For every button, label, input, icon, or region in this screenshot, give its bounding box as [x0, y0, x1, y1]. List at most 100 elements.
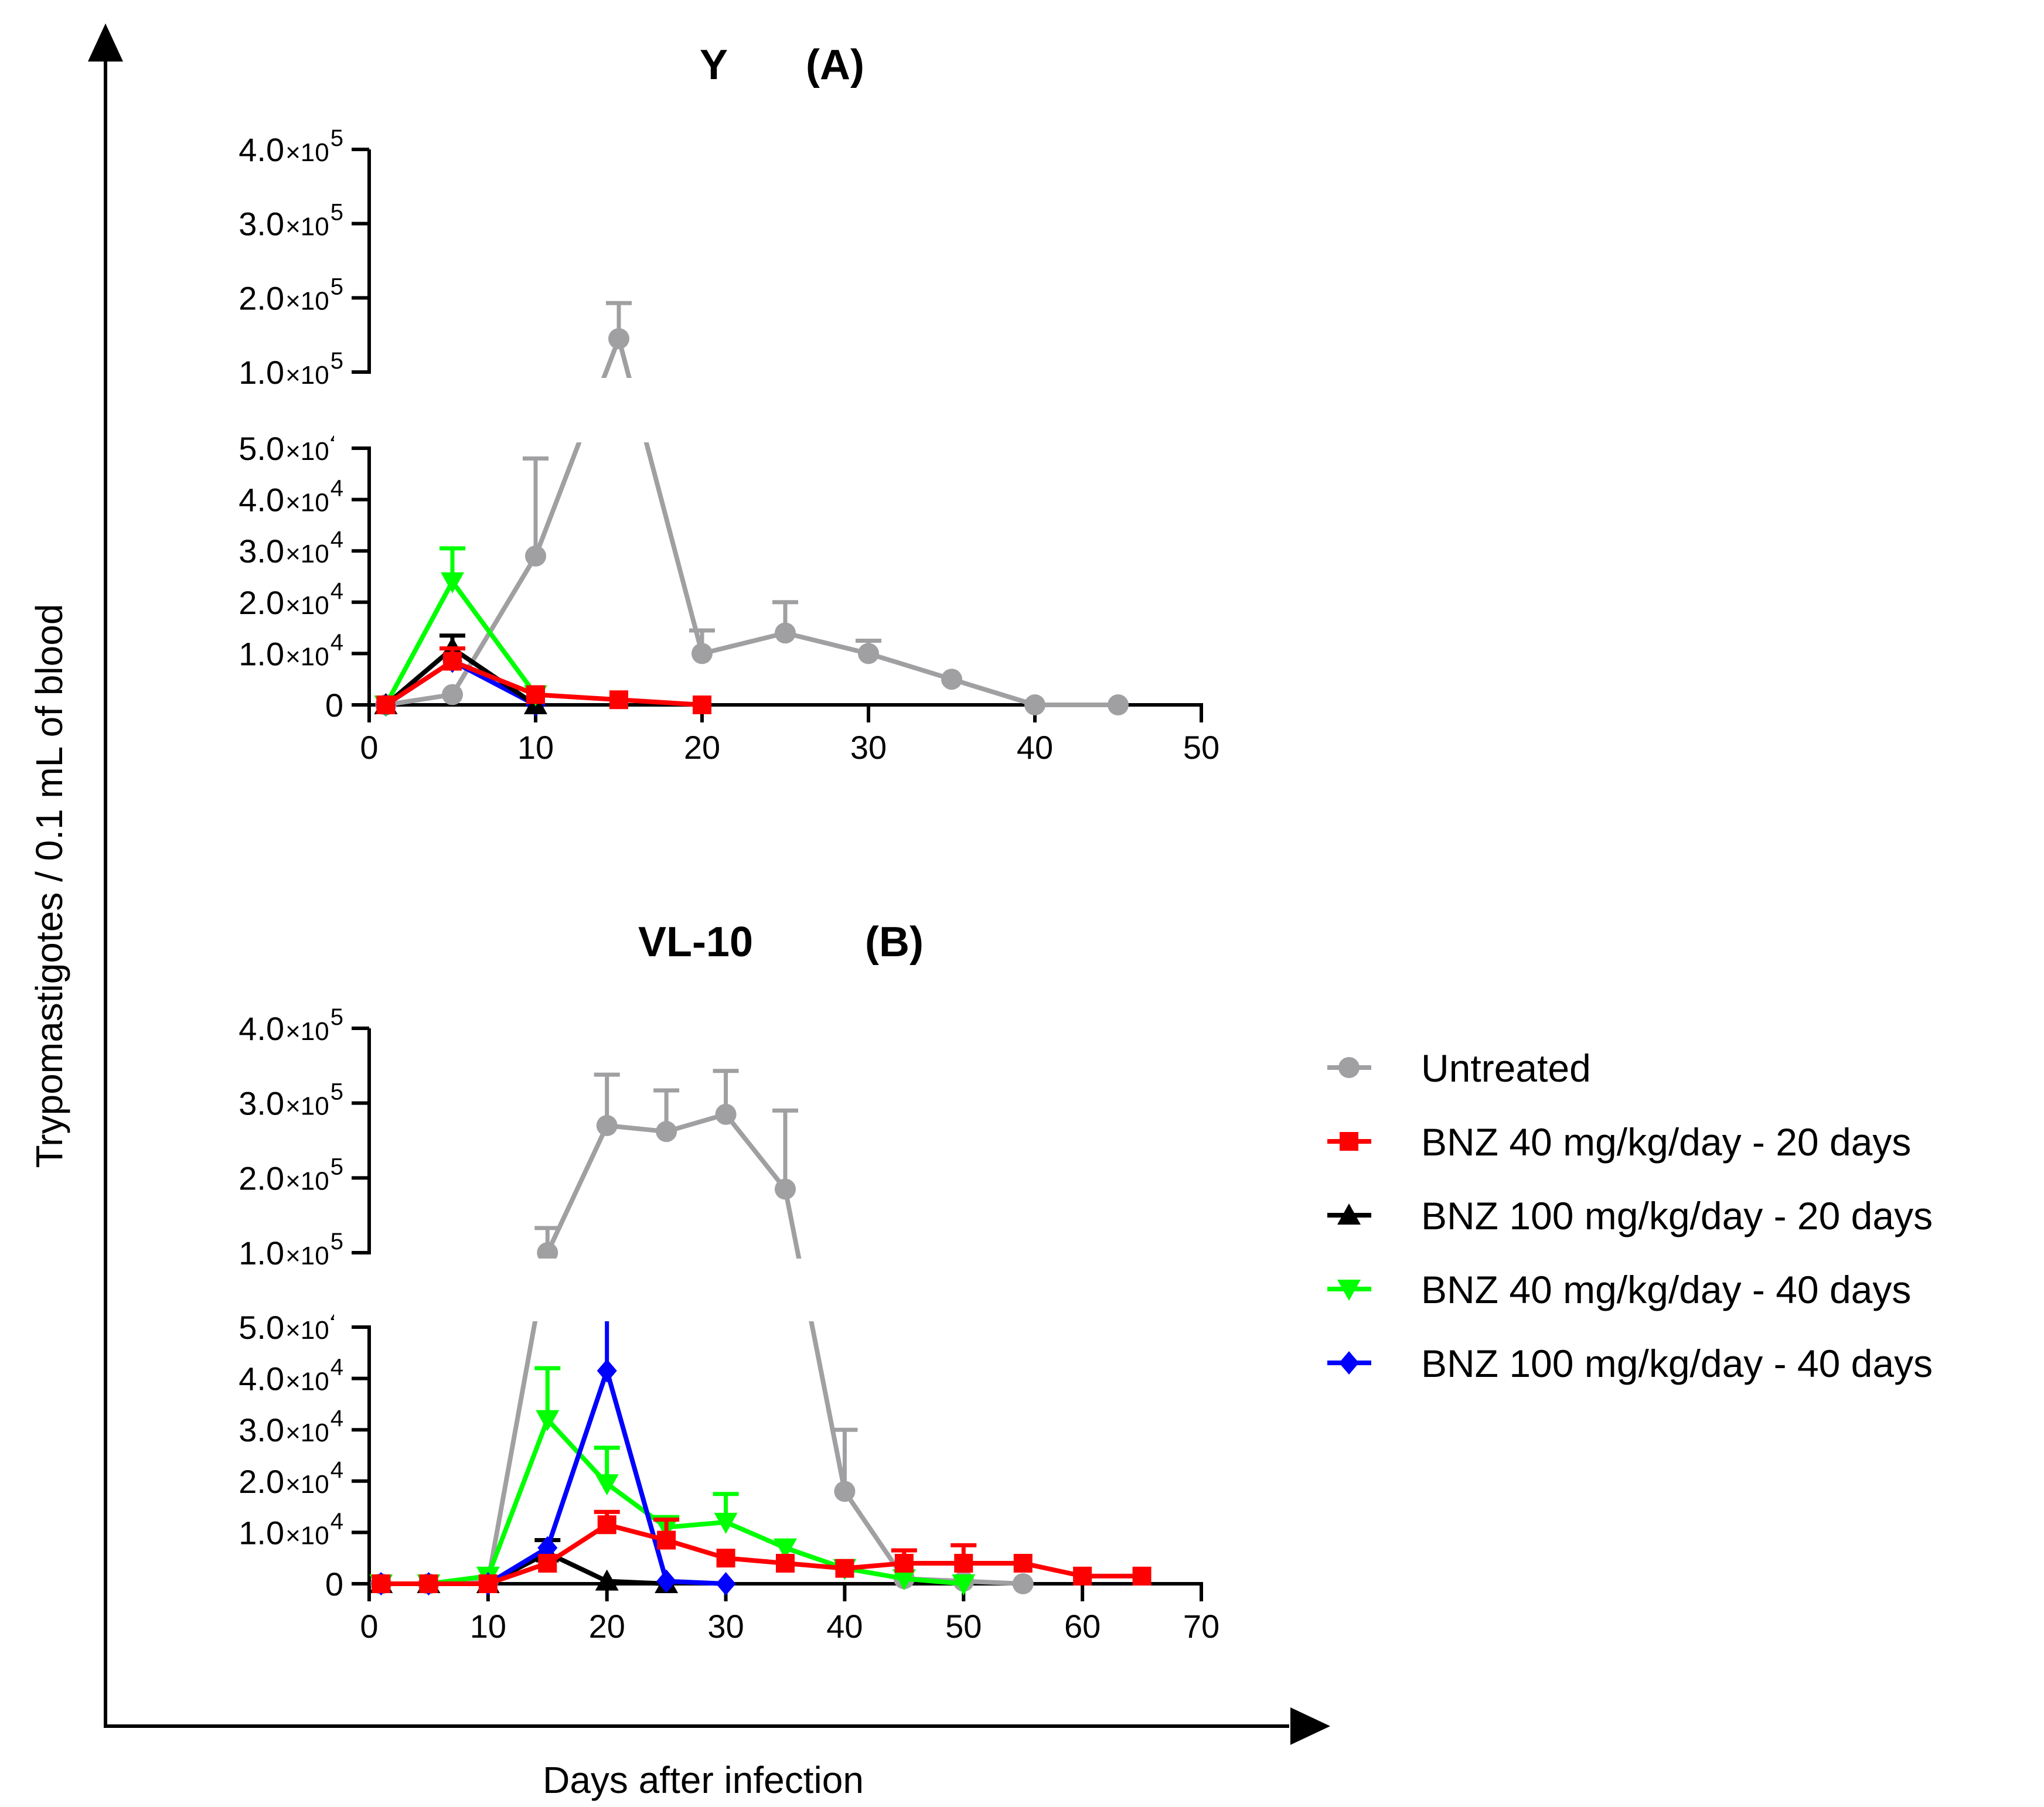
legend-label: BNZ 40 mg/kg/day - 20 days — [1421, 1120, 1911, 1164]
panel-b-series-3 — [371, 1278, 736, 1595]
panel-b-data-point — [538, 1553, 557, 1573]
panel-a-y-tick-label: 5.0×104 — [239, 424, 343, 467]
panel-a: Y (A) 0 10 20 30 40 50 0 1.0×104 2.0×104 3.0×104 4… — [239, 42, 1219, 766]
legend-item: Untreated — [1327, 1046, 1591, 1090]
panel-a-data-point — [775, 622, 796, 644]
panel-a-y-tick-label: 3.0×104 — [239, 527, 343, 570]
panel-a-data-point — [608, 328, 629, 349]
panel-a-title-strain: Y — [700, 42, 728, 88]
panel-b-data-point — [774, 1538, 797, 1560]
panel-a-data-point — [1024, 694, 1045, 715]
panel-b-y-tick-label: 1.0×105 — [239, 1229, 343, 1271]
panel-b-data-point — [595, 1474, 619, 1496]
panel-b-y-tick-label: 3.0×105 — [239, 1079, 343, 1122]
panel-a-y-tick-label: 4.0×104 — [239, 476, 343, 519]
panel-b-y-tick-label: 2.0×105 — [239, 1154, 343, 1196]
panel-b-data-point — [1132, 1566, 1152, 1586]
panel-b-data-point — [1012, 1573, 1034, 1594]
legend-label: BNZ 100 mg/kg/day - 20 days — [1421, 1194, 1933, 1237]
panel-b-y-tick-label: 4.0×104 — [239, 1355, 343, 1397]
panel-b-data-point — [716, 1572, 736, 1595]
panel-a-plot: 0 10 20 30 40 50 0 1.0×104 2.0×104 3.0×104 4.0×104… — [239, 125, 1219, 766]
panel-b-data-point — [834, 1481, 856, 1502]
panel-b-data-point — [715, 1103, 737, 1125]
panel-a-y-tick-label: 1.0×104 — [239, 629, 343, 672]
panel-a-x-tick-label: 40 — [1017, 729, 1053, 766]
panel-b-x-tick-label: 70 — [1183, 1608, 1219, 1645]
panel-b-break-mask — [375, 1259, 1207, 1321]
panel-a-data-point — [441, 572, 464, 594]
panel-a-data-point — [609, 690, 628, 710]
legend-marker — [1338, 1057, 1360, 1078]
panel-a-y-tick-label: 2.0×105 — [239, 274, 343, 316]
panel-b-data-point — [894, 1553, 914, 1573]
panel-b-data-point — [954, 1553, 973, 1573]
panel-a-y-tick-label: 4.0×105 — [239, 125, 343, 168]
panel-b-title-strain: VL-10 — [638, 919, 753, 966]
panel-b: VL-10 (B) 0 10 20 30 40 50 60 70 0 1.0×104 2.0×104… — [239, 919, 1219, 1645]
panel-b-x-tick-label: 60 — [1064, 1608, 1101, 1645]
panel-b-y-tick-label: 1.0×104 — [239, 1508, 343, 1551]
panel-a-data-point — [858, 643, 879, 664]
panel-a-x-tick-label: 10 — [517, 729, 554, 766]
panel-b-data-point — [775, 1178, 796, 1200]
panel-b-series-2 — [369, 1366, 976, 1595]
panel-b-x-tick-label: 20 — [589, 1608, 625, 1645]
panel-a-title-letter: (A) — [806, 42, 864, 88]
panel-b-x-tick-label: 50 — [945, 1608, 982, 1645]
panel-a-axes: 0 10 20 30 40 50 0 1.0×104 2.0×104 3.0×104 4.0×104… — [239, 125, 1219, 766]
panel-b-data-point — [776, 1553, 795, 1573]
panel-b-data-point — [1013, 1553, 1033, 1573]
panel-b-data-point — [536, 1410, 560, 1431]
panel-a-data-point — [1108, 694, 1129, 715]
panel-b-y-tick-label: 2.0×104 — [239, 1457, 343, 1500]
panel-b-series-line — [381, 1522, 1142, 1586]
panel-b-x-tick-label: 10 — [470, 1608, 506, 1645]
panel-b-y-tick-label: 5.0×104 — [239, 1303, 343, 1346]
panel-b-data-point — [656, 1121, 677, 1143]
panel-b-data-point — [478, 1574, 498, 1593]
panel-b-data-point — [892, 1569, 916, 1591]
panel-a-series-4 — [376, 646, 711, 714]
panel-b-break-gap — [334, 1255, 363, 1325]
panel-a-data-point — [941, 669, 962, 690]
panel-b-data-point — [716, 1549, 735, 1568]
panel-b-data-point — [657, 1530, 676, 1550]
panel-b-data-point — [596, 1114, 618, 1136]
y-axis-label: Trypomastigotes / 0.1 mL of blood — [28, 604, 70, 1168]
panel-a-data-point — [376, 695, 396, 714]
panel-b-data-point — [597, 1359, 617, 1383]
panel-b-plot: 0 10 20 30 40 50 60 70 0 1.0×104 2.0×104 3.0×104 4.0… — [239, 1004, 1219, 1645]
panel-b-data-point — [419, 1574, 438, 1593]
legend-item: BNZ 100 mg/kg/day - 40 days — [1327, 1342, 1933, 1385]
panel-b-data-point — [835, 1559, 854, 1578]
panel-a-break-mask — [375, 378, 1207, 442]
panel-b-axes: 0 10 20 30 40 50 60 70 0 1.0×104 2.0×104 3.0×104 4.0… — [239, 1004, 1219, 1645]
legend-item: BNZ 40 mg/kg/day - 40 days — [1327, 1268, 1911, 1311]
panel-b-data-point — [595, 1569, 619, 1591]
panel-a-series-0 — [375, 301, 1129, 715]
panel-a-data-point — [525, 545, 546, 567]
outer-x-arrow — [1290, 1707, 1330, 1745]
legend-label: BNZ 40 mg/kg/day - 40 days — [1421, 1268, 1911, 1311]
panel-b-series-4 — [372, 1509, 1152, 1593]
panel-b-x-tick-label: 0 — [360, 1608, 378, 1645]
panel-b-series-0 — [370, 1069, 1034, 1594]
panel-a-data-point — [691, 643, 713, 664]
panel-a-y-tick-label: 2.0×104 — [239, 578, 343, 621]
panel-a-series-line — [385, 336, 1118, 707]
panel-b-data-point — [952, 1574, 976, 1595]
panel-b-x-tick-label: 30 — [707, 1608, 744, 1645]
panel-b-data-point — [372, 1574, 391, 1593]
panel-a-data-point — [443, 652, 462, 671]
panel-b-series-line — [381, 1112, 1023, 1586]
legend-marker — [1339, 1351, 1359, 1375]
panel-a-y-tick-label: 0 — [325, 687, 343, 724]
panel-b-title-letter: (B) — [865, 919, 924, 966]
panel-a-x-tick-label: 50 — [1183, 729, 1219, 766]
panel-b-series-line — [381, 1417, 964, 1586]
panel-b-y-tick-label: 4.0×105 — [239, 1004, 343, 1047]
legend-item: BNZ 40 mg/kg/day - 20 days — [1327, 1120, 1911, 1164]
panel-b-y-tick-label: 3.0×104 — [239, 1406, 343, 1448]
